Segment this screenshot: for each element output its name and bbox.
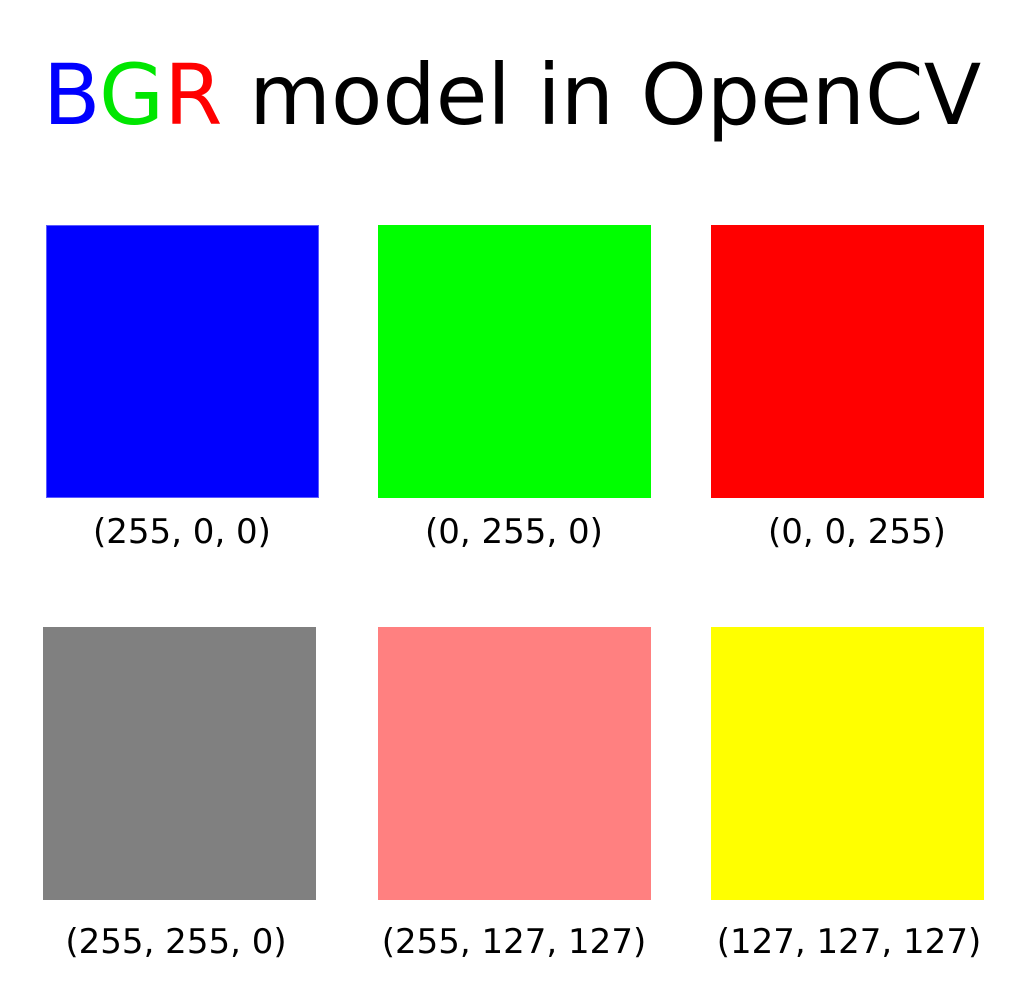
title-letter-g: G <box>98 46 165 144</box>
title-rest: model in OpenCV <box>222 46 982 144</box>
swatch-label-red: (0, 0, 255) <box>768 512 946 552</box>
swatch-pink <box>378 627 651 900</box>
swatch-label-blue: (255, 0, 0) <box>93 512 271 552</box>
swatch-label-yellow: (127, 127, 127) <box>716 922 982 962</box>
swatch-gray <box>43 627 316 900</box>
swatch-label-green: (0, 255, 0) <box>425 512 603 552</box>
swatch-label-gray: (255, 255, 0) <box>65 922 287 962</box>
swatch-green <box>378 225 651 498</box>
swatch-red <box>711 225 984 498</box>
page-title: BGR model in OpenCV <box>0 40 1024 150</box>
title-letter-b: B <box>42 46 99 144</box>
swatch-blue <box>46 225 319 498</box>
swatch-label-pink: (255, 127, 127) <box>381 922 647 962</box>
title-letter-r: R <box>164 46 223 144</box>
swatch-yellow <box>711 627 984 900</box>
